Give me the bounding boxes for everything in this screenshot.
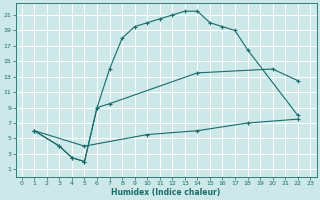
- X-axis label: Humidex (Indice chaleur): Humidex (Indice chaleur): [111, 188, 221, 197]
